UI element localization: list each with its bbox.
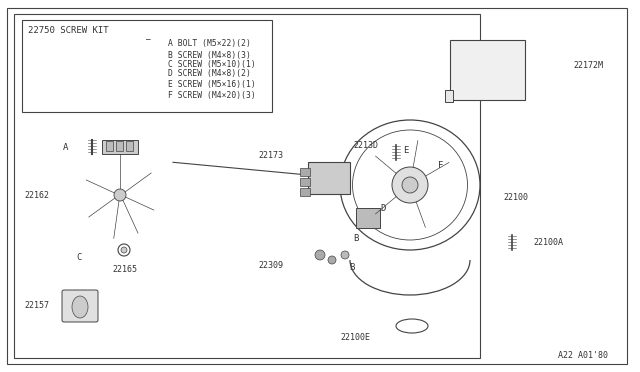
Bar [106, 141, 113, 151]
Bar [126, 141, 133, 151]
Bar [300, 178, 310, 186]
Bar [308, 162, 350, 194]
Text: 22100E: 22100E [340, 334, 370, 343]
Circle shape [328, 256, 336, 264]
Text: A BOLT (M5×22)(2): A BOLT (M5×22)(2) [168, 38, 251, 48]
Bar [14, 14, 480, 358]
Text: A: A [63, 142, 68, 151]
Bar [348, 150, 488, 305]
Circle shape [114, 189, 126, 201]
Ellipse shape [396, 319, 428, 333]
Bar [116, 141, 123, 151]
Bar [68, 247, 172, 263]
Text: 22100: 22100 [503, 192, 528, 202]
Circle shape [392, 167, 428, 203]
Ellipse shape [340, 120, 480, 250]
Text: C: C [77, 253, 82, 263]
Text: 22309: 22309 [258, 260, 283, 269]
Ellipse shape [353, 130, 467, 240]
Text: B SCREW (M4×8)(3): B SCREW (M4×8)(3) [168, 51, 251, 60]
Text: C SCREW (M5×10)(1): C SCREW (M5×10)(1) [168, 60, 256, 68]
Bar [22, 20, 272, 112]
Text: D: D [380, 203, 385, 212]
Text: —: — [146, 35, 150, 45]
Text: 22100A: 22100A [533, 237, 563, 247]
Circle shape [315, 250, 325, 260]
Text: 2213D: 2213D [353, 141, 378, 150]
Ellipse shape [72, 296, 88, 318]
Text: E SCREW (M5×16)(1): E SCREW (M5×16)(1) [168, 80, 256, 89]
Bar [102, 140, 138, 154]
Text: 22165: 22165 [112, 266, 137, 275]
Ellipse shape [79, 147, 161, 243]
Text: E: E [403, 145, 408, 154]
Text: 22162: 22162 [24, 190, 49, 199]
Bar [445, 90, 453, 102]
Text: B: B [353, 234, 358, 243]
Text: 22172M: 22172M [573, 61, 603, 70]
Text: F SCREW (M4×20)(3): F SCREW (M4×20)(3) [168, 90, 256, 99]
Text: F: F [438, 160, 444, 170]
Bar [356, 208, 380, 228]
Bar [450, 40, 525, 100]
Bar [300, 168, 310, 176]
Circle shape [402, 177, 418, 193]
Text: A22 A01'80: A22 A01'80 [558, 350, 608, 359]
Bar [60, 237, 76, 259]
FancyBboxPatch shape [62, 290, 98, 322]
Ellipse shape [72, 140, 168, 250]
Circle shape [121, 247, 127, 253]
Text: 22157: 22157 [24, 301, 49, 310]
Text: 22173: 22173 [258, 151, 283, 160]
Bar [300, 188, 310, 196]
Text: B: B [349, 263, 355, 273]
Text: 22750 SCREW KIT: 22750 SCREW KIT [28, 26, 109, 35]
Text: D SCREW (M4×8)(2): D SCREW (M4×8)(2) [168, 68, 251, 77]
Bar [164, 237, 180, 259]
Circle shape [341, 251, 349, 259]
